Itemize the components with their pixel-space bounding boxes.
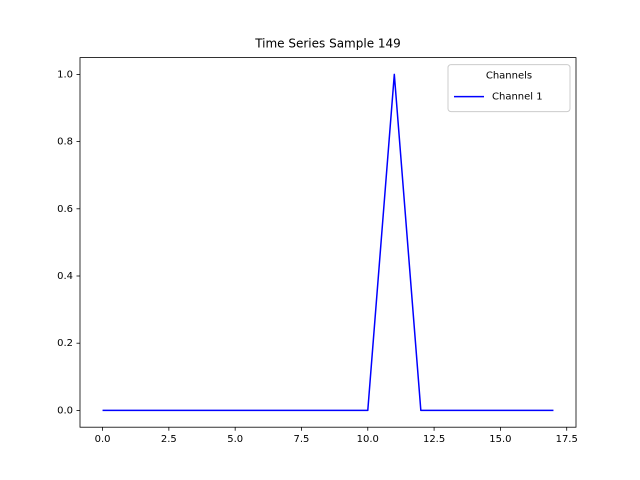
y-tick-label: 0.2	[57, 338, 73, 349]
legend-title: Channels	[486, 71, 532, 82]
x-tick-label: 5.0	[227, 434, 243, 445]
x-tick-label: 2.5	[161, 434, 177, 445]
x-tick-label: 12.5	[423, 434, 445, 445]
x-tick-label: 0.0	[95, 434, 111, 445]
x-tick-label: 17.5	[556, 434, 578, 445]
y-tick-label: 0.6	[57, 204, 73, 215]
legend-label: Channel 1	[492, 92, 543, 103]
y-tick-label: 0.8	[57, 137, 73, 148]
y-tick-label: 0.0	[57, 405, 73, 416]
chart-title: Time Series Sample 149	[254, 37, 401, 51]
legend-box	[447, 64, 571, 113]
axes-frame	[79, 57, 577, 428]
x-tick-label: 15.0	[489, 434, 511, 445]
line	[102, 73, 554, 412]
x-tick-label: 7.5	[294, 434, 310, 445]
y-tick-label: 1.0	[57, 69, 73, 80]
y-tick-label: 0.4	[57, 271, 73, 282]
x-tick-label: 10.0	[357, 434, 379, 445]
